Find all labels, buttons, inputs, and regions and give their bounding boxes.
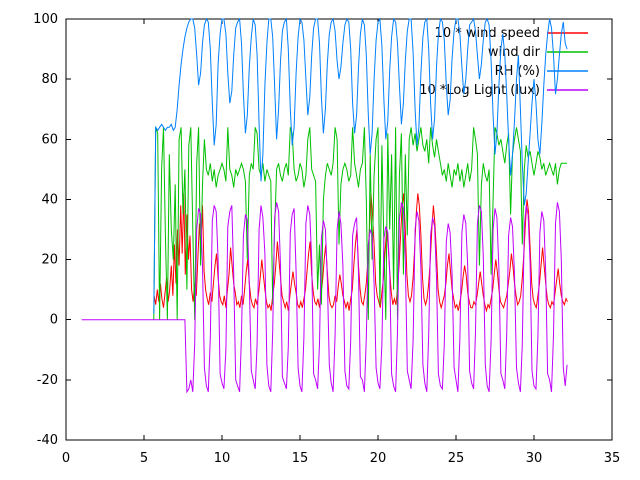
x-tick-label: 20: [370, 451, 387, 466]
series-line-10-log-light-lux-: [81, 202, 568, 394]
x-tick-label: 15: [292, 451, 309, 466]
series-line-rh-: [153, 17, 568, 314]
y-tick-label: 20: [41, 253, 58, 268]
x-tick-label: 10: [214, 451, 231, 466]
y-tick-label: -40: [37, 433, 58, 448]
x-tick-label: 5: [140, 451, 148, 466]
x-tick-label: 35: [604, 451, 621, 466]
y-tick-label: 80: [41, 72, 58, 87]
y-tick-label: 100: [33, 12, 58, 27]
y-tick-label: 60: [41, 132, 58, 147]
legend-label: 10 * wind speed: [435, 26, 540, 41]
legend-label: 10 *Log Light (lux): [419, 83, 540, 98]
y-tick-label: -20: [37, 373, 58, 388]
x-tick-label: 0: [62, 451, 70, 466]
x-tick-label: 30: [526, 451, 543, 466]
series-line-wind-dir: [153, 127, 568, 320]
y-tick-label: 0: [50, 313, 58, 328]
y-tick-label: 40: [41, 192, 58, 207]
x-tick-label: 25: [448, 451, 465, 466]
plot-border: [65, 18, 613, 441]
series-line-10-wind-speed: [153, 193, 568, 313]
legend-label: wind dir: [488, 45, 541, 60]
